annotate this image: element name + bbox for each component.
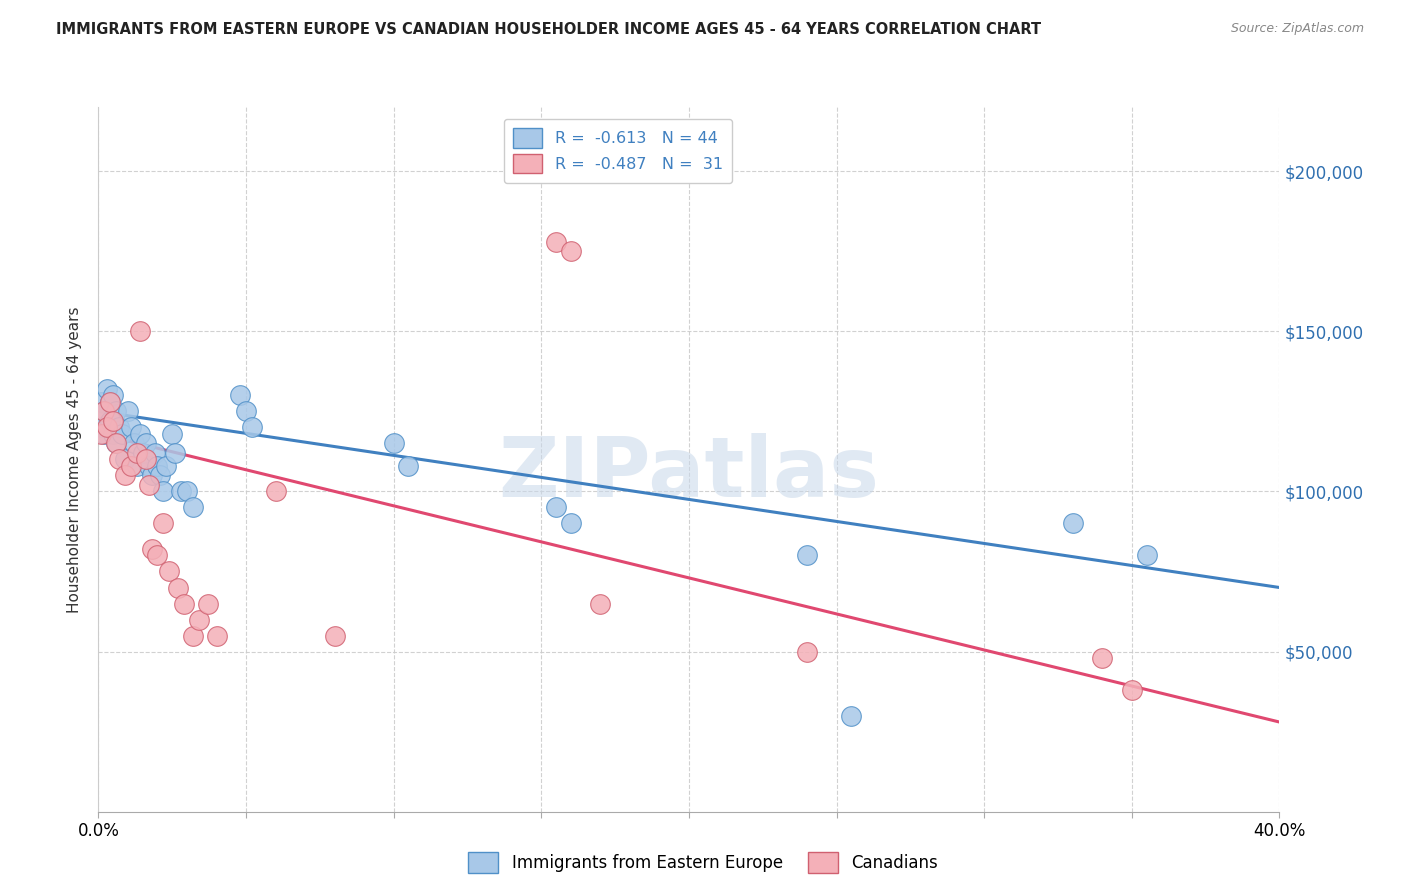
Legend: Immigrants from Eastern Europe, Canadians: Immigrants from Eastern Europe, Canadian… (461, 846, 945, 880)
Point (841, 708, 863, 723)
Point (120, 420, 142, 434)
Point (143, 446, 166, 460)
Point (135, 436, 157, 450)
Text: ZIPatlas: ZIPatlas (499, 433, 879, 514)
Point (103, 414, 125, 428)
Point (165, 446, 187, 460)
Point (128, 426, 150, 441)
Point (149, 468, 172, 483)
Point (108, 452, 131, 467)
Point (1062, 516, 1084, 531)
Point (155, 458, 177, 473)
Point (114, 452, 136, 467)
Point (138, 458, 160, 473)
Point (103, 426, 125, 441)
Point (111, 426, 134, 441)
Point (181, 500, 204, 515)
Point (135, 452, 157, 467)
Point (240, 420, 263, 434)
Point (132, 446, 155, 460)
Point (382, 436, 405, 450)
Point (264, 484, 287, 499)
Point (141, 542, 163, 557)
Point (170, 484, 193, 499)
Point (96, 382, 118, 396)
Point (560, 516, 582, 531)
Point (546, 500, 568, 515)
Point (108, 420, 131, 434)
Point (93, 426, 115, 441)
Point (173, 597, 195, 611)
Point (98, 394, 121, 409)
Point (105, 436, 128, 450)
Point (96, 420, 118, 434)
Point (125, 458, 148, 473)
Point (152, 516, 174, 531)
Point (93, 404, 115, 418)
Point (796, 549, 818, 563)
Point (235, 404, 257, 418)
Point (560, 244, 582, 259)
Point (93, 404, 115, 418)
Point (187, 613, 209, 627)
Point (152, 484, 174, 499)
Point (114, 468, 136, 483)
Point (1121, 683, 1143, 698)
Point (546, 235, 568, 249)
Point (162, 426, 183, 441)
Point (98, 414, 121, 428)
Point (205, 628, 228, 642)
Point (167, 581, 190, 595)
Text: IMMIGRANTS FROM EASTERN EUROPE VS CANADIAN HOUSEHOLDER INCOME AGES 45 - 64 YEARS: IMMIGRANTS FROM EASTERN EUROPE VS CANADI… (56, 22, 1042, 37)
Point (120, 458, 142, 473)
Point (146, 458, 169, 473)
Point (323, 628, 346, 642)
Point (90, 426, 112, 441)
Point (1091, 651, 1114, 665)
Point (122, 436, 145, 450)
Point (90, 420, 112, 434)
Point (128, 324, 150, 338)
Point (103, 388, 125, 402)
Point (589, 597, 612, 611)
Point (105, 404, 128, 418)
Point (117, 404, 139, 418)
Y-axis label: Householder Income Ages 45 - 64 years: Householder Income Ages 45 - 64 years (67, 306, 83, 613)
Point (398, 458, 420, 473)
Point (229, 388, 252, 402)
Point (1136, 549, 1159, 563)
Point (125, 446, 148, 460)
Point (138, 478, 160, 492)
Point (181, 628, 204, 642)
Point (90, 394, 112, 409)
Point (146, 549, 169, 563)
Point (98, 394, 121, 409)
Legend: R =  -0.613   N = 44, R =  -0.487   N =  31: R = -0.613 N = 44, R = -0.487 N = 31 (503, 119, 733, 183)
Point (141, 468, 163, 483)
Point (796, 644, 818, 658)
Text: Source: ZipAtlas.com: Source: ZipAtlas.com (1230, 22, 1364, 36)
Point (157, 565, 180, 579)
Point (176, 484, 198, 499)
Point (105, 436, 128, 450)
Point (197, 597, 219, 611)
